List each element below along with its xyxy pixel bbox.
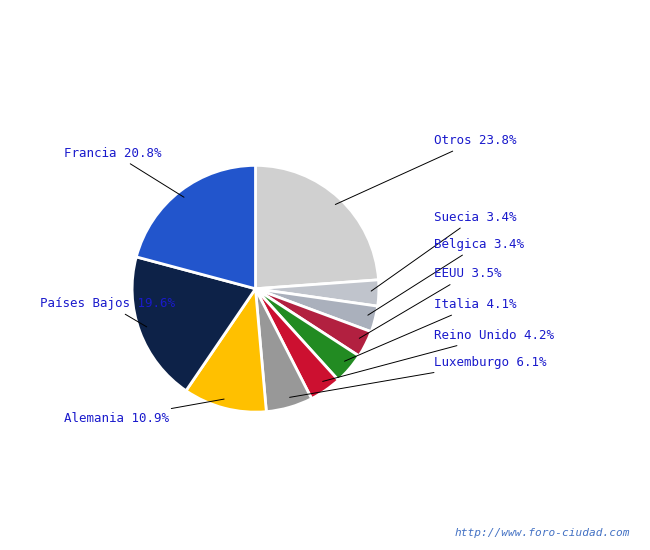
Text: Andújar - Turistas extranjeros según país - Agosto de 2024: Andújar - Turistas extranjeros según paí… — [60, 20, 590, 37]
Text: Alemania 10.9%: Alemania 10.9% — [64, 399, 224, 425]
Text: Otros 23.8%: Otros 23.8% — [335, 134, 517, 205]
Text: Luxemburgo 6.1%: Luxemburgo 6.1% — [290, 356, 547, 397]
Text: Reino Unido 4.2%: Reino Unido 4.2% — [322, 329, 554, 382]
Text: Suecia 3.4%: Suecia 3.4% — [371, 211, 517, 291]
Wedge shape — [255, 280, 379, 306]
Text: Francia 20.8%: Francia 20.8% — [64, 146, 184, 197]
Wedge shape — [255, 289, 371, 356]
Text: EEUU 3.5%: EEUU 3.5% — [359, 267, 502, 338]
Wedge shape — [186, 289, 266, 412]
Text: http://www.foro-ciudad.com: http://www.foro-ciudad.com — [455, 529, 630, 538]
Wedge shape — [255, 289, 311, 411]
Wedge shape — [255, 289, 339, 399]
Text: Países Bajos 19.6%: Países Bajos 19.6% — [40, 297, 175, 327]
Wedge shape — [255, 289, 359, 380]
Text: Bélgica 3.4%: Bélgica 3.4% — [368, 238, 525, 315]
Wedge shape — [136, 166, 255, 289]
Text: Italia 4.1%: Italia 4.1% — [344, 298, 517, 361]
Wedge shape — [255, 289, 378, 332]
Wedge shape — [255, 166, 378, 289]
Wedge shape — [132, 257, 255, 390]
